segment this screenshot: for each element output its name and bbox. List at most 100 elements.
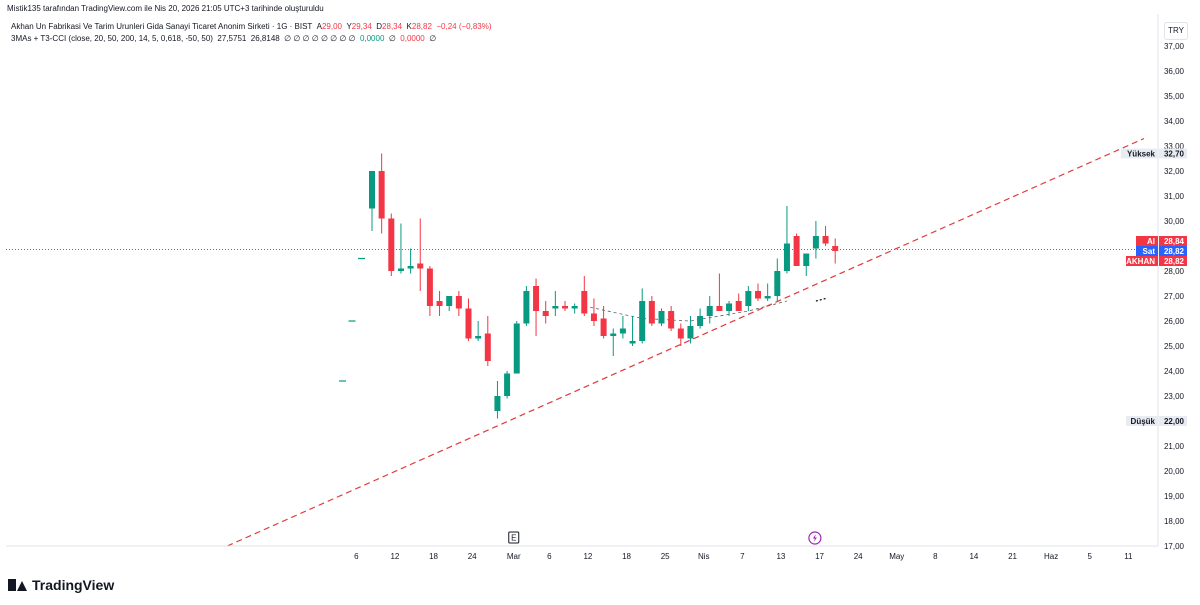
- price-axis-label-value: 28,82: [1164, 247, 1185, 256]
- candle-body: [668, 311, 675, 329]
- candle[interactable]: [455, 291, 462, 316]
- price-axis-label-low[interactable]: Düşük 22,00: [1126, 416, 1187, 426]
- candle-body: [552, 306, 559, 309]
- price-tick-label: 18,00: [1164, 517, 1185, 526]
- candle[interactable]: [677, 323, 684, 347]
- candle[interactable]: [397, 223, 404, 274]
- time-axis[interactable]: 6 12 18 24 Mar 6 12 18 25 Nis 7 13 17 24 May 8 14 21 Haz 5 1…: [6, 545, 1158, 561]
- price-axis[interactable]: 17,00 18,00 19,00 20,00 21,00 22,00 23,00 24,00…: [1120, 14, 1187, 551]
- indicator-name[interactable]: 3MAs + T3-CCI (close, 20, 50, 200, 14, 5…: [11, 34, 213, 43]
- candle[interactable]: [812, 221, 819, 259]
- price-tick-label: 36,00: [1164, 67, 1185, 76]
- candle[interactable]: [494, 381, 501, 419]
- candle[interactable]: [648, 296, 655, 326]
- price-axis-label-high[interactable]: Yüksek 32,70: [1120, 148, 1187, 159]
- price-tick-label: 17,00: [1164, 542, 1185, 551]
- candle[interactable]: [504, 371, 511, 399]
- candle[interactable]: [687, 316, 694, 344]
- candle[interactable]: [803, 253, 810, 277]
- candle[interactable]: [668, 306, 675, 331]
- candle[interactable]: [388, 213, 395, 277]
- candle[interactable]: [465, 298, 472, 342]
- candle-body: [562, 306, 568, 309]
- candle[interactable]: [426, 266, 433, 316]
- price-axis-label-ask[interactable]: Al 28,84: [1136, 236, 1187, 246]
- candle[interactable]: [735, 293, 742, 312]
- candle[interactable]: [571, 303, 578, 314]
- indicator-empty-value: ∅: [388, 34, 396, 43]
- candle[interactable]: [755, 283, 761, 302]
- candle-body: [619, 328, 626, 334]
- candle-body: [533, 286, 540, 311]
- plot-area[interactable]: E: [6, 137, 1158, 547]
- candle[interactable]: [552, 291, 559, 316]
- support-trendline[interactable]: [227, 137, 1145, 547]
- candle[interactable]: [513, 321, 520, 374]
- indicator-value-4: 0,0000: [400, 34, 425, 43]
- candle[interactable]: [436, 291, 443, 316]
- candle[interactable]: [658, 308, 665, 327]
- time-tick-label: 12: [390, 552, 399, 561]
- time-tick-label: Nis: [698, 552, 710, 561]
- candle[interactable]: [590, 298, 597, 327]
- time-tick-label: 6: [354, 552, 359, 561]
- candle[interactable]: [417, 218, 424, 292]
- price-axis-label-value: 28,84: [1164, 237, 1185, 246]
- price-axis-label-value: 22,00: [1164, 417, 1185, 426]
- candle[interactable]: [774, 258, 781, 302]
- time-tick-label: 5: [1088, 552, 1093, 561]
- candle[interactable]: [764, 283, 771, 302]
- candle[interactable]: [475, 321, 482, 341]
- candle-body: [369, 171, 375, 209]
- candle[interactable]: [639, 288, 646, 344]
- low-value: 28,34: [382, 22, 403, 31]
- candle[interactable]: [407, 248, 414, 274]
- candle-body: [706, 306, 713, 316]
- dividend-icon[interactable]: [808, 531, 822, 545]
- candle[interactable]: [562, 301, 568, 311]
- price-axis-label-value: 28,82: [1164, 257, 1185, 266]
- candle[interactable]: [793, 233, 800, 267]
- candle[interactable]: [716, 273, 723, 312]
- candle[interactable]: [726, 301, 733, 316]
- price-axis-label-bid[interactable]: Sat 28,82: [1136, 246, 1187, 256]
- candle[interactable]: [783, 206, 790, 274]
- time-tick-label: 8: [933, 552, 938, 561]
- candle[interactable]: [745, 286, 752, 311]
- indicator-legend: 3MAs + T3-CCI (close, 20, 50, 200, 14, 5…: [11, 34, 436, 43]
- candle[interactable]: [629, 316, 636, 346]
- earnings-marker[interactable]: E: [508, 531, 520, 544]
- price-axis-label-last[interactable]: AKHAN 28,82: [1126, 256, 1187, 266]
- indicator-value-1: 27,5751: [217, 34, 247, 43]
- candle[interactable]: [619, 316, 626, 339]
- candle-body: [378, 171, 385, 219]
- symbol-name[interactable]: Akhan Un Fabrikasi Ve Tarim Urunleri Gid…: [11, 22, 313, 31]
- candle-body: [677, 328, 684, 339]
- candle[interactable]: [697, 308, 704, 329]
- candle-body: [783, 243, 790, 271]
- candle[interactable]: [369, 171, 375, 231]
- candle[interactable]: [484, 316, 491, 366]
- candle[interactable]: [446, 296, 453, 311]
- candle[interactable]: [378, 153, 385, 234]
- candle-body: [697, 316, 704, 326]
- dashed-guide-line[interactable]: [584, 300, 788, 322]
- candle[interactable]: [600, 306, 607, 339]
- candle[interactable]: [822, 226, 829, 246]
- currency-button[interactable]: TRY: [1164, 22, 1188, 40]
- candle-body: [436, 301, 443, 306]
- candle[interactable]: [610, 328, 617, 357]
- candle[interactable]: [832, 238, 839, 264]
- price-tick-label: 21,00: [1164, 442, 1185, 451]
- candle[interactable]: [542, 301, 549, 324]
- change-value: −0,24 (−0,83%): [436, 22, 492, 31]
- candle-body: [407, 266, 414, 269]
- candle-body: [446, 296, 453, 306]
- candle[interactable]: [523, 286, 530, 326]
- lightning-icon: [812, 534, 817, 542]
- price-tick-label: 32,00: [1164, 167, 1185, 176]
- candle[interactable]: [581, 276, 588, 316]
- candle[interactable]: [533, 278, 540, 337]
- candle[interactable]: [706, 296, 713, 324]
